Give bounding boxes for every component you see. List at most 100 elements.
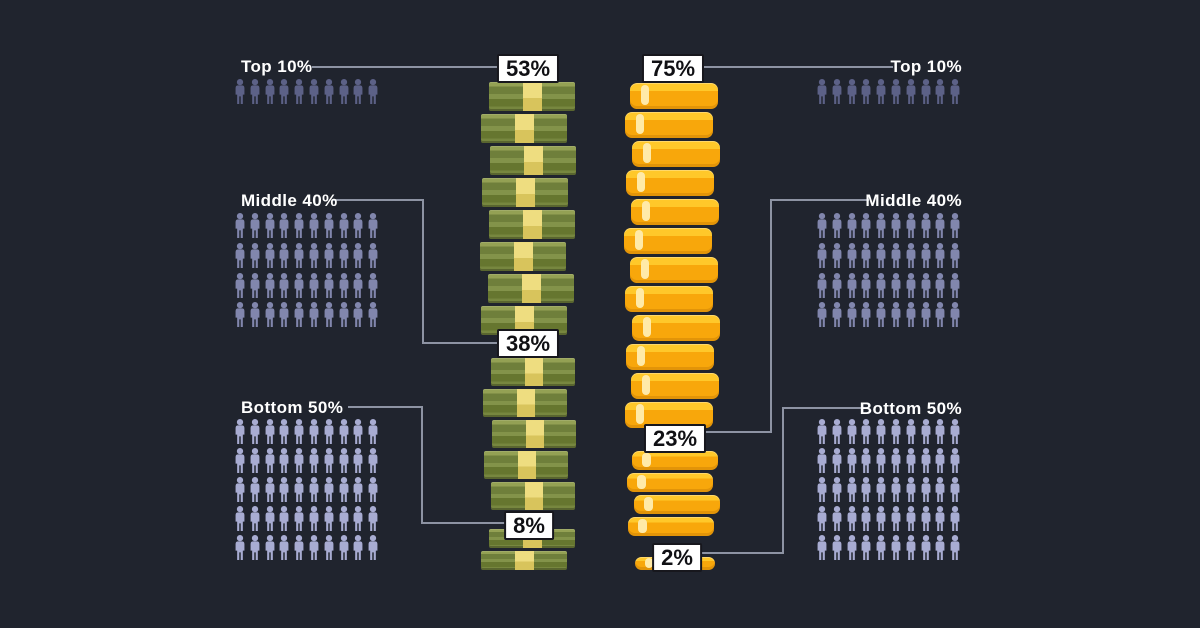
person-icon [816,302,828,328]
person-icon [367,302,379,328]
gold-coin-icon [624,228,712,254]
person-icon [875,506,887,531]
person-icon [816,272,828,298]
person-icon [249,242,261,268]
person-icon [367,535,379,560]
gold-coin-icon [625,286,713,312]
person-icon [831,79,843,104]
gold-coin-icon [625,402,713,428]
person-icon [920,213,932,238]
badge-money-top10: 53% [496,54,560,83]
connector-line [782,407,869,409]
cash-bundle-icon [492,420,576,448]
person-icon [949,477,961,502]
person-icon [831,272,843,298]
person-icon [890,477,902,502]
person-icon [816,448,828,473]
person-icon [293,448,305,473]
person-icon [934,213,946,238]
person-icon [367,79,379,104]
cash-bundle-icon [481,551,567,570]
person-icon [920,79,932,104]
person-icon [278,477,290,502]
gold-coin-icon [632,141,720,167]
cash-bundle-icon [489,210,575,239]
person-icon [308,242,320,268]
person-icon [352,419,364,444]
person-icon [293,79,305,104]
money-stack-middle40 [483,358,576,513]
person-icon [352,477,364,502]
person-icon [293,477,305,502]
person-icon [949,272,961,298]
connector-line [770,199,869,201]
person-icon [234,419,246,444]
person-icon [264,448,276,473]
person-icon [875,79,887,104]
cash-bundle-icon [484,451,568,479]
person-icon [905,448,917,473]
gold-coin-icon [627,473,713,492]
person-icon [934,448,946,473]
person-icon [264,477,276,502]
person-icon [278,448,290,473]
cash-bundle-icon [483,389,567,417]
person-icon [234,477,246,502]
person-icon [323,448,335,473]
gold-coin-icon [626,344,714,370]
person-icon [293,419,305,444]
person-icon [264,302,276,328]
person-icon [308,302,320,328]
person-icon [308,419,320,444]
pictogram-grid-right-top [816,79,964,106]
person-icon [367,477,379,502]
person-icon [264,242,276,268]
person-icon [323,272,335,298]
badge-money-bottom50: 8% [504,511,554,540]
person-icon [293,213,305,238]
person-icon [846,477,858,502]
person-icon [323,535,335,560]
person-icon [338,506,350,531]
label-right-top10: Top 10% [890,57,962,76]
person-icon [875,419,887,444]
person-icon [338,213,350,238]
person-icon [846,213,858,238]
person-icon [949,213,961,238]
person-icon [920,419,932,444]
person-icon [934,419,946,444]
person-icon [860,79,872,104]
person-icon [890,242,902,268]
person-icon [875,535,887,560]
person-icon [352,448,364,473]
gold-coin-icon [632,315,720,341]
person-icon [367,419,379,444]
gold-coin-icon [630,83,718,109]
person-icon [323,302,335,328]
pictogram-grid-left-bottom [234,419,382,564]
person-icon [293,272,305,298]
coin-stack-top10 [624,83,720,431]
person-icon [816,79,828,104]
person-icon [905,506,917,531]
person-icon [338,272,350,298]
person-icon [905,477,917,502]
person-icon [949,79,961,104]
person-icon [831,419,843,444]
person-icon [920,506,932,531]
person-icon [234,213,246,238]
person-icon [934,272,946,298]
person-icon [338,477,350,502]
person-icon [338,302,350,328]
person-icon [890,302,902,328]
person-icon [934,506,946,531]
person-icon [816,506,828,531]
connector-line [422,342,506,344]
person-icon [905,535,917,560]
person-icon [934,302,946,328]
person-icon [249,213,261,238]
person-icon [278,302,290,328]
person-icon [846,419,858,444]
connector-line [422,199,424,344]
